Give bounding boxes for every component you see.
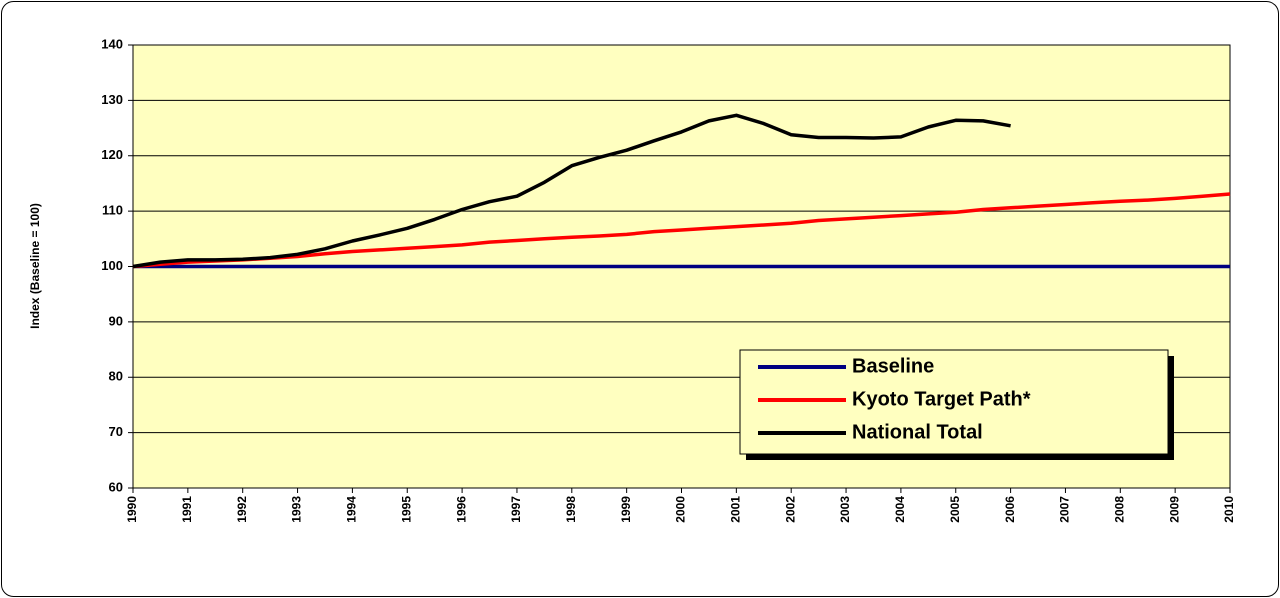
x-tick-label: 1995 [399,496,413,523]
series-line [132,113,1011,269]
x-tick-label: 1998 [564,496,578,523]
y-tick-label: 110 [102,203,123,218]
x-tick-label: 2009 [1167,496,1181,523]
x-tick-label: 2000 [674,496,688,523]
x-tick-label: 2007 [1058,496,1072,523]
y-tick-label: 130 [101,92,123,107]
y-tick-label: 80 [109,369,123,384]
x-tick-label: 2006 [1003,496,1017,523]
y-tick-label: 90 [109,313,123,328]
y-tick-label: 140 [101,36,123,51]
y-tick-label: 100 [101,258,123,273]
y-tick-label: 120 [101,147,123,162]
legend-label: Baseline [852,355,934,377]
legend-label: National Total [852,421,983,443]
x-tick-label: 2008 [1112,496,1126,523]
x-tick-label: 1994 [345,496,359,523]
series-line [132,192,1231,269]
x-tick-label: 1991 [180,496,194,523]
x-tick-label: 1993 [290,496,304,523]
x-tick-label: 1999 [619,496,633,523]
x-tick-label: 2002 [783,496,797,523]
x-tick-label: 1996 [454,496,468,523]
y-tick-label: 70 [109,424,123,439]
x-tick-label: 2010 [1222,496,1236,523]
x-tick-label: 2005 [948,496,962,523]
x-tick-label: 1990 [125,496,139,523]
x-tick-label: 1997 [509,496,523,523]
legend-label: Kyoto Target Path* [852,388,1031,410]
y-axis-label: Index (Baseline = 100) [28,203,42,329]
x-tick-label: 2004 [893,496,907,523]
y-tick-label: 60 [109,479,123,494]
x-tick-label: 1992 [235,496,249,523]
x-tick-label: 2003 [838,496,852,523]
x-tick-label: 2001 [729,496,743,523]
